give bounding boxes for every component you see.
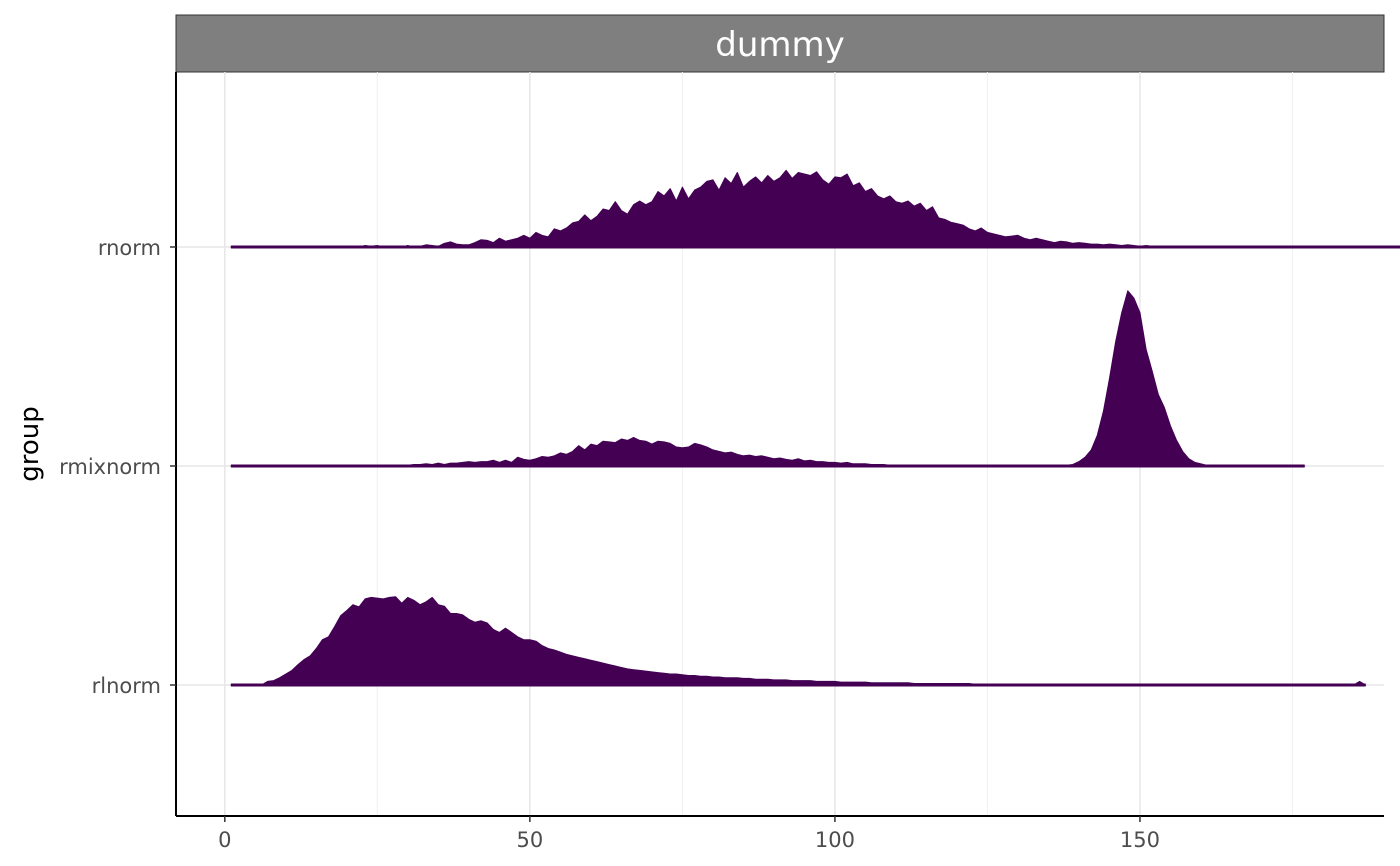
x-tick-label: 50 xyxy=(516,828,543,852)
ridge-area-rmixnorm xyxy=(230,290,1306,467)
y-tick-label-rlnorm: rlnorm xyxy=(92,674,161,698)
y-axis-ticks: rnorm rmixnorm rlnorm xyxy=(59,236,176,698)
x-tick-label: 100 xyxy=(815,828,855,852)
ridge-area-rnorm xyxy=(230,169,1400,248)
y-tick-label-rmixnorm: rmixnorm xyxy=(59,455,161,479)
x-tick-label: 0 xyxy=(218,828,231,852)
ridge-area-rlnorm xyxy=(230,596,1367,686)
y-axis-title: group xyxy=(15,406,45,482)
x-axis-ticks: 0 50 100 150 xyxy=(218,816,1160,852)
x-tick-label: 150 xyxy=(1120,828,1160,852)
y-tick-label-rnorm: rnorm xyxy=(98,236,161,260)
facet-title: dummy xyxy=(715,25,845,65)
ridgeline-areas xyxy=(230,169,1400,687)
facet-strip xyxy=(175,14,1385,73)
